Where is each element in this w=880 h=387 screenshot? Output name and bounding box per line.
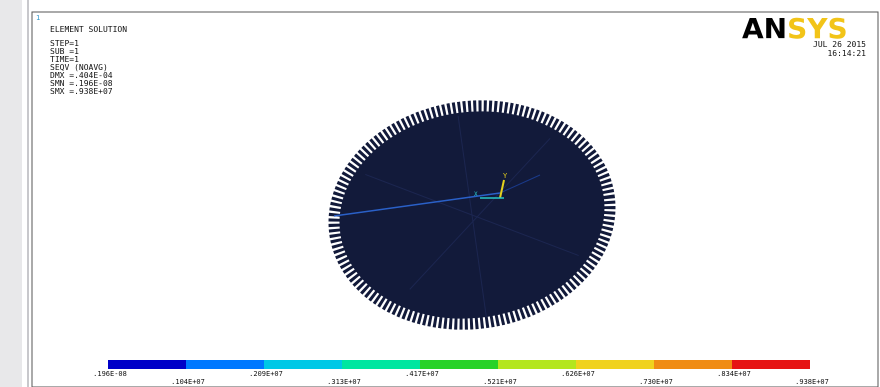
legend-swatch: [264, 360, 342, 369]
info-line: ELEMENT SOLUTION: [50, 25, 127, 34]
legend-label: .730E+07: [639, 378, 673, 386]
screen: 1 ELEMENT SOLUTIONSTEP=1SUB =1TIME=1SEQV…: [0, 0, 880, 387]
time: 16:14:21: [827, 49, 866, 58]
date: JUL 26 2015: [813, 40, 866, 49]
legend-label: .209E+07: [249, 370, 283, 378]
legend-swatch: [654, 360, 732, 369]
legend-label: .313E+07: [327, 378, 361, 386]
legend-swatch: [108, 360, 186, 369]
triad-x-label: X: [474, 191, 478, 198]
legend-label: .196E-08: [93, 370, 127, 378]
legend-swatch: [186, 360, 264, 369]
legend-label: .417E+07: [405, 370, 439, 378]
legend-label: .521E+07: [483, 378, 517, 386]
legend-label: .626E+07: [561, 370, 595, 378]
legend-swatch: [576, 360, 654, 369]
side-strip: [0, 0, 22, 387]
logo-an: AN: [742, 12, 787, 45]
window-number: 1: [36, 14, 40, 22]
legend-swatch: [732, 360, 810, 369]
legend-label: .104E+07: [171, 378, 205, 386]
info-line: SMX =.938E+07: [50, 87, 113, 96]
legend-swatch: [342, 360, 420, 369]
legend-label: .834E+07: [717, 370, 751, 378]
legend-swatch: [420, 360, 498, 369]
legend-swatch: [498, 360, 576, 369]
legend-label: .938E+07: [795, 378, 829, 386]
